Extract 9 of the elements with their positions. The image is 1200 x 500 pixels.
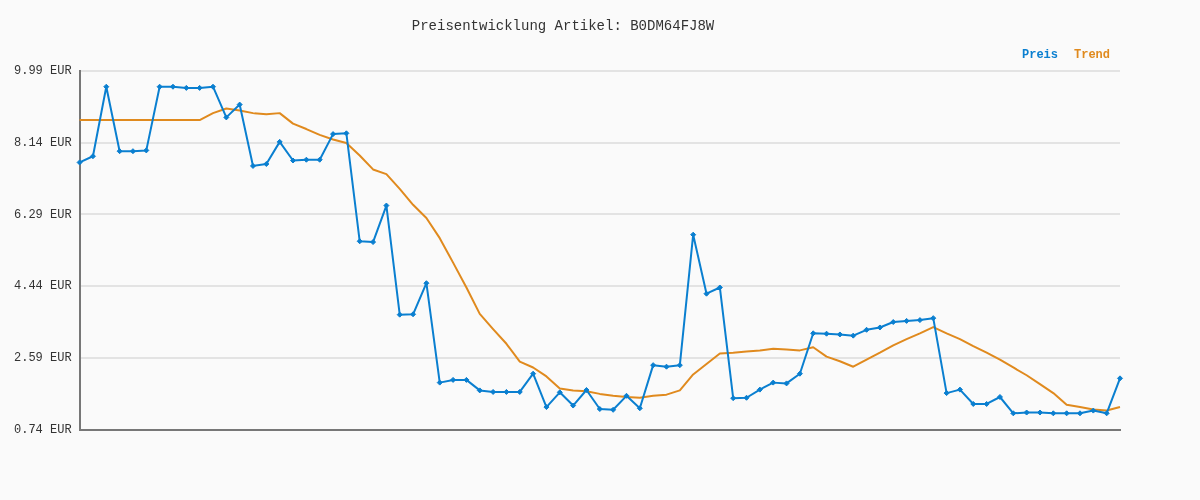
y-tick-label: 8.14 EUR: [14, 135, 72, 150]
y-tick-label: 6.29 EUR: [14, 207, 72, 222]
y-tick-label: 0.74 EUR: [14, 423, 72, 438]
y-tick-label: 9.99 EUR: [14, 63, 72, 78]
text: Trend: [1073, 47, 1111, 62]
y-tick-label: 2.59 EUR: [14, 351, 72, 366]
y-tick-label: 4.44 EUR: [14, 279, 72, 294]
chart-title: Preisentwicklung Artikel: B0DM64FJ8W: [411, 18, 715, 35]
text: Preis: [1021, 47, 1058, 62]
